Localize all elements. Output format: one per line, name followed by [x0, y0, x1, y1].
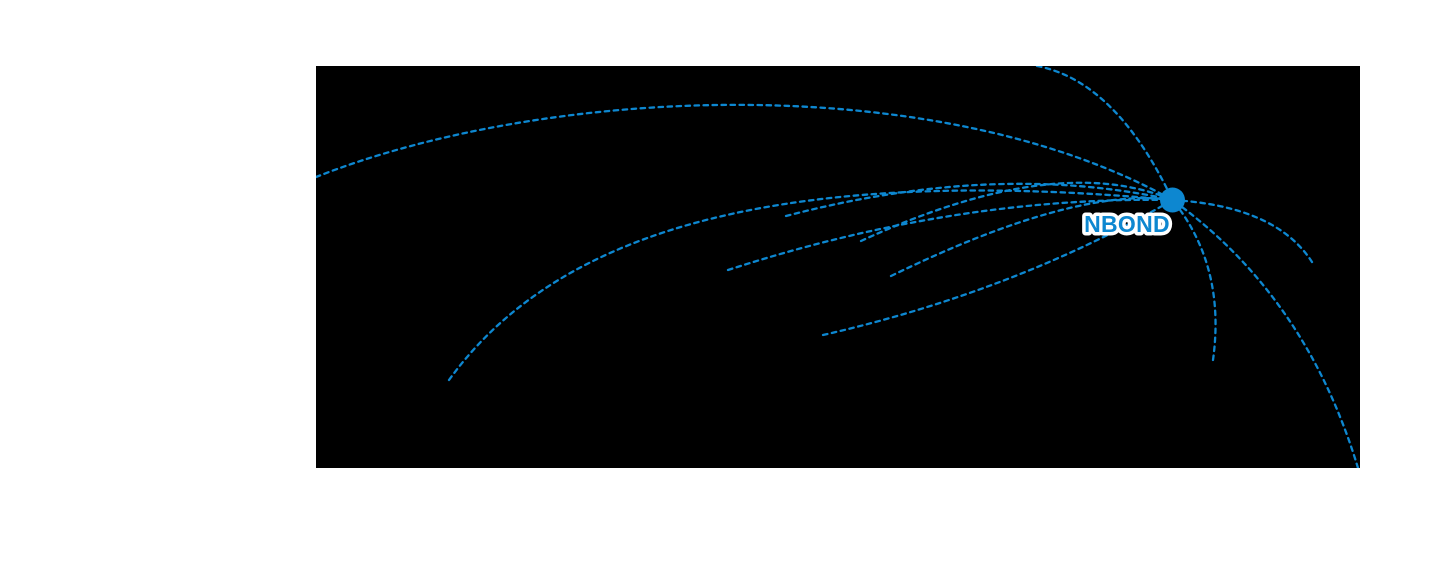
svg-text:NBOND: NBOND: [1084, 211, 1170, 237]
